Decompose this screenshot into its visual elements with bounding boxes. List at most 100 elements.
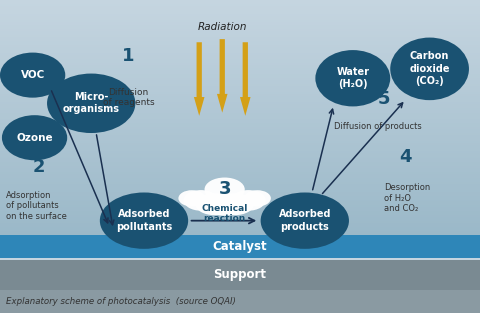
Bar [0, 133, 480, 135]
Bar [0, 51, 480, 53]
Bar [0, 2, 480, 4]
Text: Adsorbed
products: Adsorbed products [278, 209, 331, 232]
Bar [0, 69, 480, 70]
Bar [0, 131, 480, 133]
Bar [0, 8, 480, 10]
Ellipse shape [390, 38, 469, 100]
Bar [0, 166, 480, 168]
Bar [0, 194, 480, 196]
Bar [0, 158, 480, 160]
Text: Radiation: Radiation [197, 22, 247, 32]
Text: 2: 2 [33, 158, 46, 177]
Bar [0, 16, 480, 18]
Bar [0, 76, 480, 78]
Bar [0, 94, 480, 96]
Bar [0, 67, 480, 69]
Bar [0, 231, 480, 233]
Ellipse shape [261, 192, 349, 249]
Text: Micro-
organisms: Micro- organisms [63, 92, 120, 115]
Ellipse shape [195, 193, 234, 215]
Ellipse shape [244, 190, 271, 207]
Text: 1: 1 [122, 47, 135, 65]
Bar [0, 12, 480, 14]
Text: 4: 4 [399, 147, 412, 166]
Bar [0, 162, 480, 164]
Bar [0, 168, 480, 170]
Bar [0, 192, 480, 194]
Bar [0, 188, 480, 190]
Bar [0, 25, 480, 28]
Bar [0, 6, 480, 8]
Bar [0, 29, 480, 31]
Bar [0, 90, 480, 92]
Ellipse shape [206, 195, 243, 216]
Bar [0, 227, 480, 229]
Bar [0, 119, 480, 121]
Bar [0, 110, 480, 111]
Bar [0, 217, 480, 219]
Bar [0, 61, 480, 63]
Bar [0, 151, 480, 153]
Ellipse shape [2, 115, 67, 160]
Bar [0, 207, 480, 209]
Bar [0, 178, 480, 180]
Bar [0, 147, 480, 149]
Bar [0, 45, 480, 47]
Bar [0, 211, 480, 213]
Text: VOC: VOC [21, 70, 45, 80]
Ellipse shape [0, 53, 65, 98]
Ellipse shape [315, 50, 390, 106]
Bar [0, 82, 480, 84]
Bar [0, 176, 480, 178]
Bar [0, 219, 480, 221]
Bar [0, 22, 480, 23]
Bar [0, 64, 480, 67]
Bar [0, 145, 480, 147]
Bar [0, 155, 480, 156]
Text: Diffusion of products: Diffusion of products [334, 122, 421, 131]
Ellipse shape [204, 177, 245, 201]
Bar [0, 96, 480, 98]
Text: Adsorbed
pollutants: Adsorbed pollutants [116, 209, 172, 232]
Bar [0, 170, 480, 172]
Bar [0, 28, 480, 29]
Bar [0, 74, 480, 76]
Bar [0, 88, 480, 90]
Bar [0, 121, 480, 123]
Bar [0, 57, 480, 59]
Bar [0, 23, 480, 25]
Bar [0, 225, 480, 227]
Bar [0, 202, 480, 203]
Bar [0, 70, 480, 72]
Bar [0, 111, 480, 114]
Text: Explanatory scheme of photocatalysis  (source OQAI): Explanatory scheme of photocatalysis (so… [6, 297, 236, 305]
Bar [0, 203, 480, 205]
Bar [0, 59, 480, 61]
Ellipse shape [179, 190, 205, 207]
Text: Support: Support [214, 268, 266, 281]
Bar [0, 0, 480, 2]
Bar [0, 92, 480, 94]
Bar [0, 86, 480, 88]
Text: 5: 5 [378, 90, 390, 108]
Bar [0, 115, 480, 117]
Bar [0, 200, 480, 202]
FancyArrow shape [240, 42, 251, 116]
Bar [0, 114, 480, 115]
Bar [0, 143, 480, 145]
Bar [0, 123, 480, 125]
Text: Diffusion
of reagents: Diffusion of reagents [103, 88, 155, 107]
Text: Carbon
dioxide
(CO₂): Carbon dioxide (CO₂) [409, 51, 450, 86]
Bar [0, 135, 480, 137]
Text: Desorption
of H₂O
and CO₂: Desorption of H₂O and CO₂ [384, 183, 430, 213]
Bar [0, 102, 480, 104]
Text: Adsorption
of pollutants
on the surface: Adsorption of pollutants on the surface [6, 191, 67, 221]
Bar [0, 125, 480, 127]
Bar [0, 117, 480, 119]
Bar [0, 78, 480, 80]
Bar [0, 100, 480, 102]
Ellipse shape [47, 74, 135, 133]
Bar [0, 104, 480, 106]
Bar [0, 18, 480, 19]
Ellipse shape [216, 193, 254, 215]
